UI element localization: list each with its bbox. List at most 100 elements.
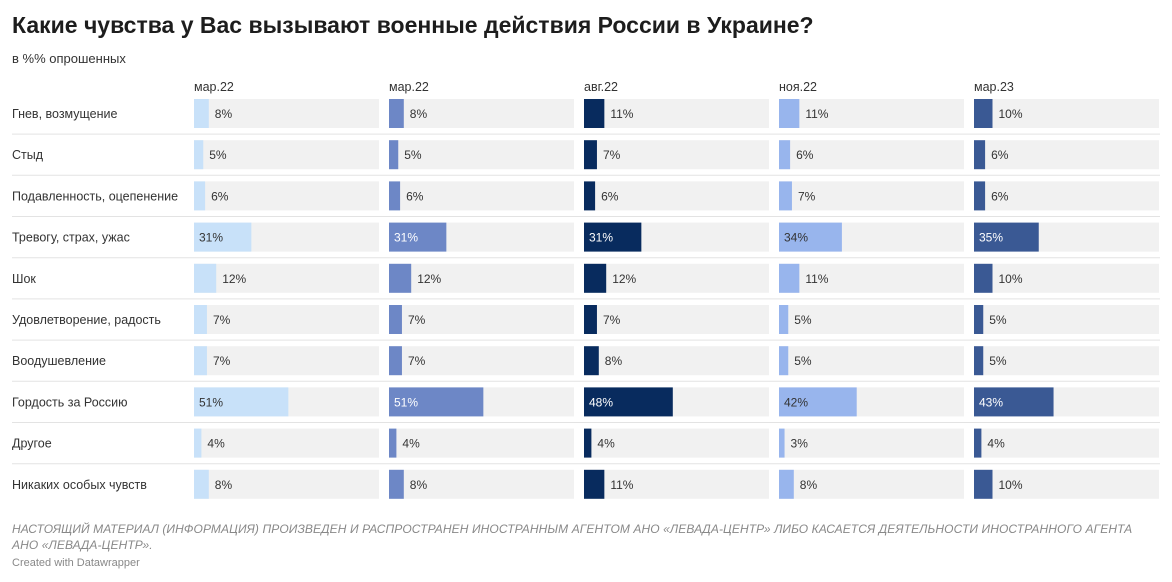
bar [584, 99, 605, 128]
value-label: 7% [408, 354, 426, 368]
bar-track [194, 263, 379, 293]
bar [974, 222, 1039, 252]
bar [584, 222, 642, 252]
value-label: 12% [612, 272, 636, 286]
bar [194, 305, 207, 334]
bar [389, 305, 402, 334]
bar [584, 387, 673, 417]
value-label: 5% [404, 148, 422, 162]
value-label: 5% [989, 354, 1007, 368]
value-label: 12% [417, 272, 441, 286]
bar-track [584, 428, 769, 458]
value-label: 51% [199, 395, 223, 409]
row-label: Другое [12, 437, 52, 451]
value-label: 11% [610, 478, 633, 492]
bar [974, 305, 984, 334]
bar-track [584, 140, 769, 170]
bar [194, 181, 206, 211]
value-label: 43% [979, 395, 1003, 409]
bar [389, 387, 484, 417]
chart-subtitle: в %% опрошенных [12, 51, 126, 66]
bar-track [389, 263, 574, 293]
value-label: 12% [222, 272, 246, 286]
value-label: 8% [215, 107, 233, 121]
bar-track [194, 140, 379, 170]
bar [194, 387, 289, 417]
bar [779, 263, 800, 293]
bar-track [584, 346, 769, 376]
bar-chart: мар.22 мар.22 авг.22 ноя.22 мар.23 Гнев, возм… [12, 80, 1160, 499]
bar-track [974, 305, 1159, 334]
bar [779, 346, 789, 376]
bar-track [779, 428, 964, 458]
bar [194, 263, 217, 293]
value-label: 5% [794, 354, 812, 368]
value-label: 7% [798, 189, 816, 203]
series-header: мар.22 [389, 80, 429, 94]
chart-title: Какие чувства у Вас вызывают военные дей… [12, 12, 814, 38]
bar [194, 346, 207, 376]
bar [194, 140, 204, 170]
bar [194, 222, 252, 252]
bar-track [584, 469, 769, 499]
value-label: 48% [589, 395, 613, 409]
row-label: Воодушевление [12, 354, 106, 368]
bar-track [974, 469, 1159, 499]
bar-track [194, 305, 379, 334]
bar-track [974, 140, 1159, 170]
bar [974, 181, 986, 211]
bar-track [389, 99, 574, 128]
row-label: Гнев, возмущение [12, 107, 118, 121]
value-label: 8% [410, 107, 428, 121]
series-header: мар.22 [194, 80, 234, 94]
bar-track [389, 469, 574, 499]
bar [974, 263, 993, 293]
bar-track [194, 346, 379, 376]
bar [779, 181, 792, 211]
bar [584, 305, 597, 334]
bar-track [974, 99, 1159, 128]
bar [779, 469, 794, 499]
value-label: 7% [213, 313, 231, 327]
bar-track [974, 263, 1159, 293]
bar-track [389, 181, 574, 211]
bar [389, 428, 397, 458]
value-label: 8% [215, 478, 233, 492]
bar [779, 99, 800, 128]
value-label: 4% [597, 437, 615, 451]
value-label: 5% [794, 313, 812, 327]
series-header: мар.23 [974, 80, 1014, 94]
value-label: 6% [796, 148, 814, 162]
bar [779, 140, 791, 170]
value-label: 8% [605, 354, 623, 368]
bar-track [779, 305, 964, 334]
row-label: Подавленность, оцепенение [12, 189, 178, 203]
value-label: 6% [211, 189, 229, 203]
value-label: 4% [207, 437, 225, 451]
value-label: 4% [402, 437, 420, 451]
value-label: 7% [603, 148, 621, 162]
bar [389, 181, 401, 211]
datawrapper-credit: Created with Datawrapper [12, 557, 140, 569]
bar [974, 140, 986, 170]
value-label: 7% [408, 313, 426, 327]
value-label: 31% [589, 231, 613, 245]
value-label: 7% [603, 313, 621, 327]
value-label: 10% [999, 478, 1023, 492]
bar [974, 469, 993, 499]
foreign-agent-notice: НАСТОЯЩИЙ МАТЕРИАЛ (ИНФОРМАЦИЯ) ПРОИЗВЕД… [12, 522, 1133, 552]
value-label: 5% [209, 148, 227, 162]
value-label: 6% [991, 189, 1009, 203]
bar-track [779, 99, 964, 128]
value-label: 51% [394, 395, 418, 409]
row-label: Гордость за Россию [12, 395, 128, 409]
bar-track [194, 428, 379, 458]
value-label: 6% [991, 148, 1009, 162]
value-label: 31% [199, 231, 223, 245]
bar-track [779, 346, 964, 376]
value-label: 35% [979, 231, 1003, 245]
bar-track [974, 428, 1159, 458]
bar-track [194, 469, 379, 499]
bar [584, 346, 599, 376]
bar [194, 428, 202, 458]
